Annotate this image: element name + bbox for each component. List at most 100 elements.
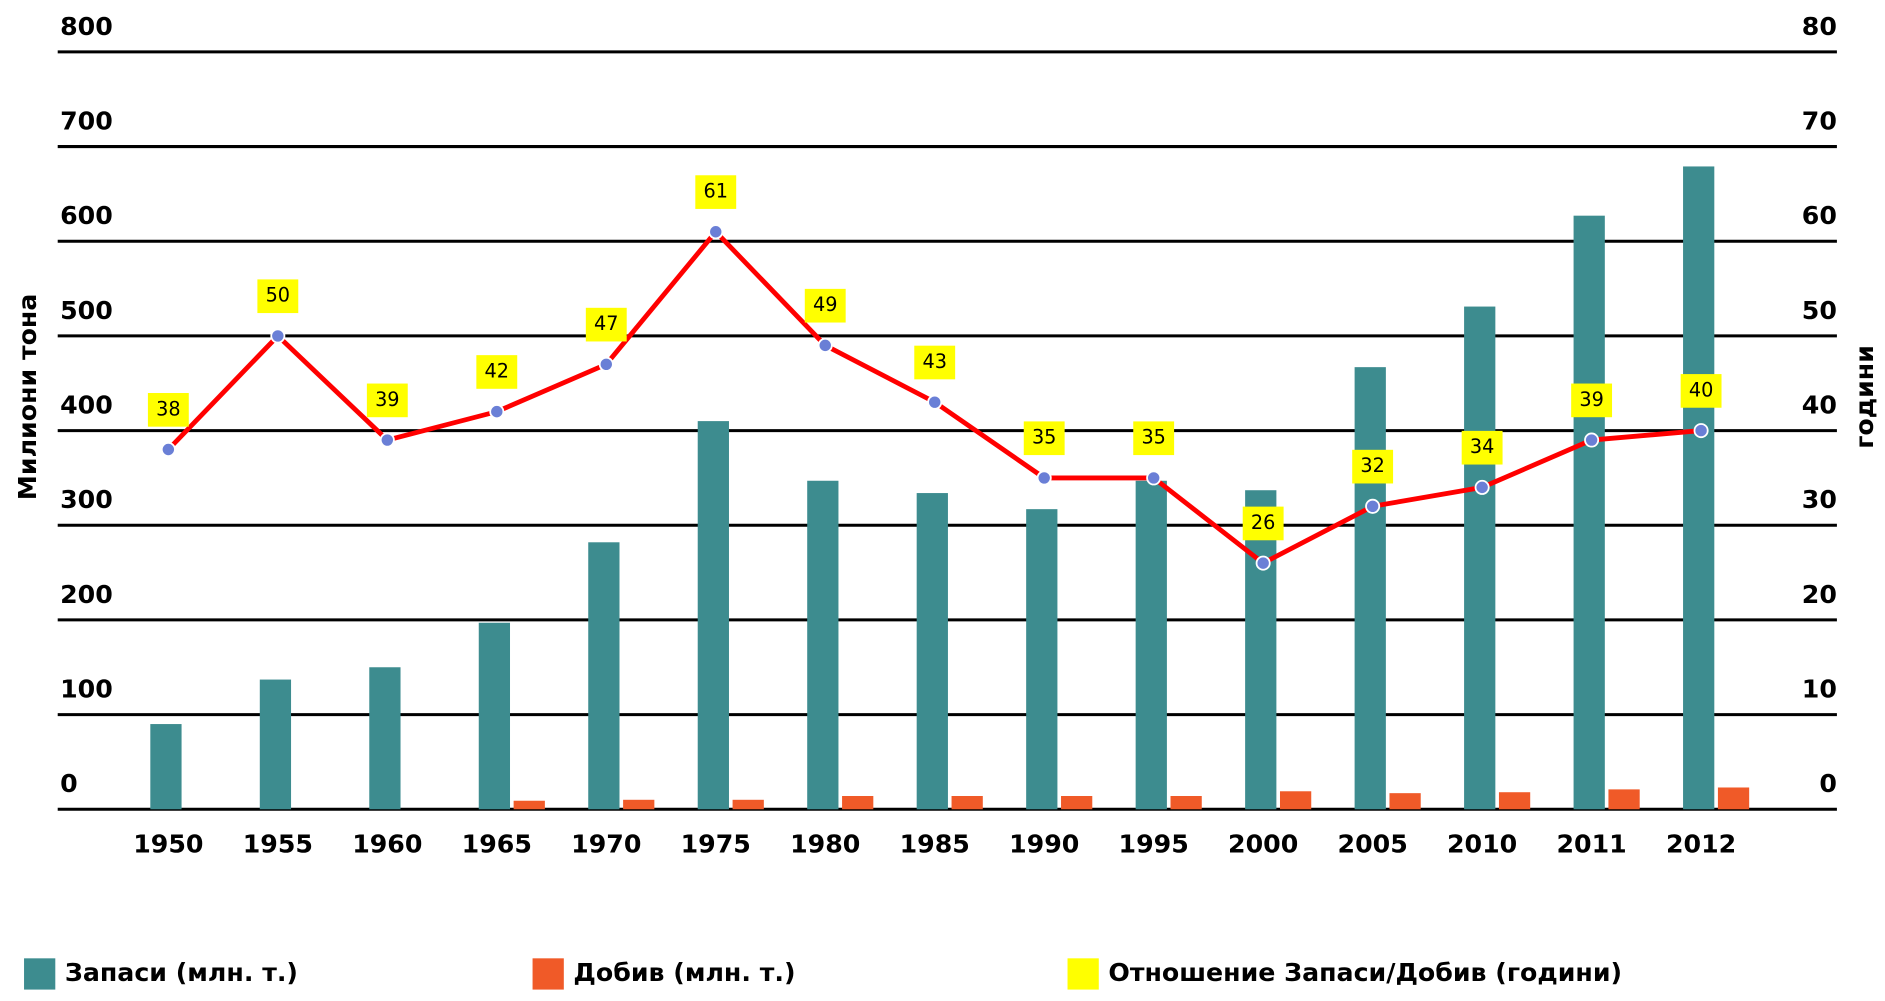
- data-label-bg: [1461, 430, 1503, 465]
- x-tick-label: 1975: [681, 829, 751, 858]
- data-label-bg: [147, 393, 189, 427]
- bar: [369, 667, 401, 810]
- bar: [259, 679, 292, 810]
- data-label: 32: [1360, 454, 1384, 477]
- y2-tick-label: 80: [1802, 12, 1837, 41]
- data-label-bg: [1680, 374, 1722, 408]
- y2-tick-label: 0: [1819, 769, 1837, 798]
- bar: [1354, 367, 1386, 810]
- x-tick-label: 1980: [790, 829, 860, 858]
- marker: [1693, 423, 1709, 439]
- x-tick-label: 1990: [1009, 829, 1079, 858]
- bar: [916, 493, 948, 810]
- y-tick-label: 600: [60, 201, 113, 230]
- data-label: 47: [594, 312, 618, 335]
- data-label: 38: [156, 397, 180, 420]
- y-tick-label: 100: [60, 675, 113, 704]
- marker: [1584, 432, 1600, 448]
- y2-tick-label: 50: [1802, 296, 1837, 325]
- bar: [1026, 509, 1058, 810]
- y2-tick-label: 10: [1802, 675, 1837, 704]
- y2-tick-label: 40: [1802, 391, 1837, 420]
- y-tick-label: 700: [60, 107, 113, 136]
- data-label: 35: [1141, 426, 1165, 449]
- bar: [623, 799, 655, 810]
- data-label-bg: [695, 175, 737, 209]
- bar: [1279, 791, 1312, 810]
- bar: [1061, 796, 1093, 810]
- bar: [951, 796, 983, 810]
- x-tick-label: 1985: [900, 829, 970, 858]
- bar: [1608, 789, 1640, 810]
- y2-tick-label: 70: [1802, 107, 1837, 136]
- x-tick-label: 2011: [1556, 829, 1626, 858]
- marker: [708, 224, 724, 240]
- legend-swatch: [532, 958, 564, 990]
- data-label: 50: [266, 284, 290, 307]
- marker: [489, 404, 505, 420]
- bar: [1245, 490, 1277, 810]
- data-label-bg: [804, 288, 846, 323]
- legend-swatch: [1067, 958, 1099, 990]
- bar: [1135, 480, 1167, 810]
- x-tick-label: 2012: [1666, 829, 1736, 858]
- data-label: 39: [1579, 388, 1603, 411]
- bar: [1573, 215, 1605, 810]
- legend-label: Отношение Запаси/Добив (години): [1108, 958, 1622, 987]
- y-tick-label: 0: [60, 769, 78, 798]
- data-label: 34: [1470, 435, 1494, 458]
- data-label-bg: [914, 345, 956, 380]
- bar: [588, 542, 620, 810]
- bar: [150, 724, 182, 810]
- y-tick-label: 300: [60, 485, 113, 514]
- legend-swatch: [24, 958, 56, 990]
- y-axis-title: Милиони тона: [13, 294, 42, 501]
- bar: [513, 800, 545, 810]
- x-tick-label: 1965: [462, 829, 532, 858]
- legend-label: Запаси (млн. т.): [65, 958, 298, 987]
- x-tick-label: 1995: [1119, 829, 1189, 858]
- data-label: 39: [375, 388, 399, 411]
- y-tick-label: 200: [60, 580, 113, 609]
- y-tick-label: 400: [60, 391, 113, 420]
- x-tick-label: 1960: [352, 829, 422, 858]
- data-label-bg: [476, 355, 518, 389]
- y-tick-label: 800: [60, 12, 113, 41]
- data-label: 26: [1251, 511, 1275, 534]
- marker: [927, 394, 943, 410]
- bar: [478, 622, 511, 810]
- marker: [379, 432, 395, 448]
- data-label-bg: [1133, 421, 1175, 456]
- bar: [1683, 166, 1715, 810]
- data-label: 40: [1689, 378, 1713, 401]
- data-label-bg: [1571, 383, 1613, 418]
- data-label-bg: [1352, 449, 1394, 484]
- data-label: 35: [1032, 426, 1056, 449]
- bar: [732, 799, 764, 810]
- bar: [1389, 793, 1421, 810]
- bar: [1717, 787, 1750, 810]
- bar: [842, 796, 874, 810]
- bar: [1498, 792, 1531, 810]
- data-label-bg: [257, 279, 299, 314]
- marker: [1036, 470, 1052, 486]
- bar: [697, 421, 729, 810]
- legend-label: Добив (млн. т.): [573, 958, 795, 987]
- y2-tick-label: 30: [1802, 485, 1837, 514]
- x-tick-label: 1970: [571, 829, 641, 858]
- marker: [1474, 479, 1490, 495]
- x-tick-label: 2010: [1447, 829, 1517, 858]
- marker: [160, 441, 176, 458]
- x-tick-label: 1950: [133, 829, 203, 858]
- marker: [598, 356, 614, 372]
- data-label: 49: [813, 293, 837, 316]
- data-label: 61: [704, 180, 728, 203]
- data-label-bg: [366, 383, 408, 418]
- bar: [1464, 306, 1496, 810]
- y2-axis-title: години: [1850, 345, 1879, 449]
- bar: [1170, 796, 1202, 810]
- data-label: 43: [922, 350, 946, 373]
- data-label-bg: [1242, 506, 1284, 541]
